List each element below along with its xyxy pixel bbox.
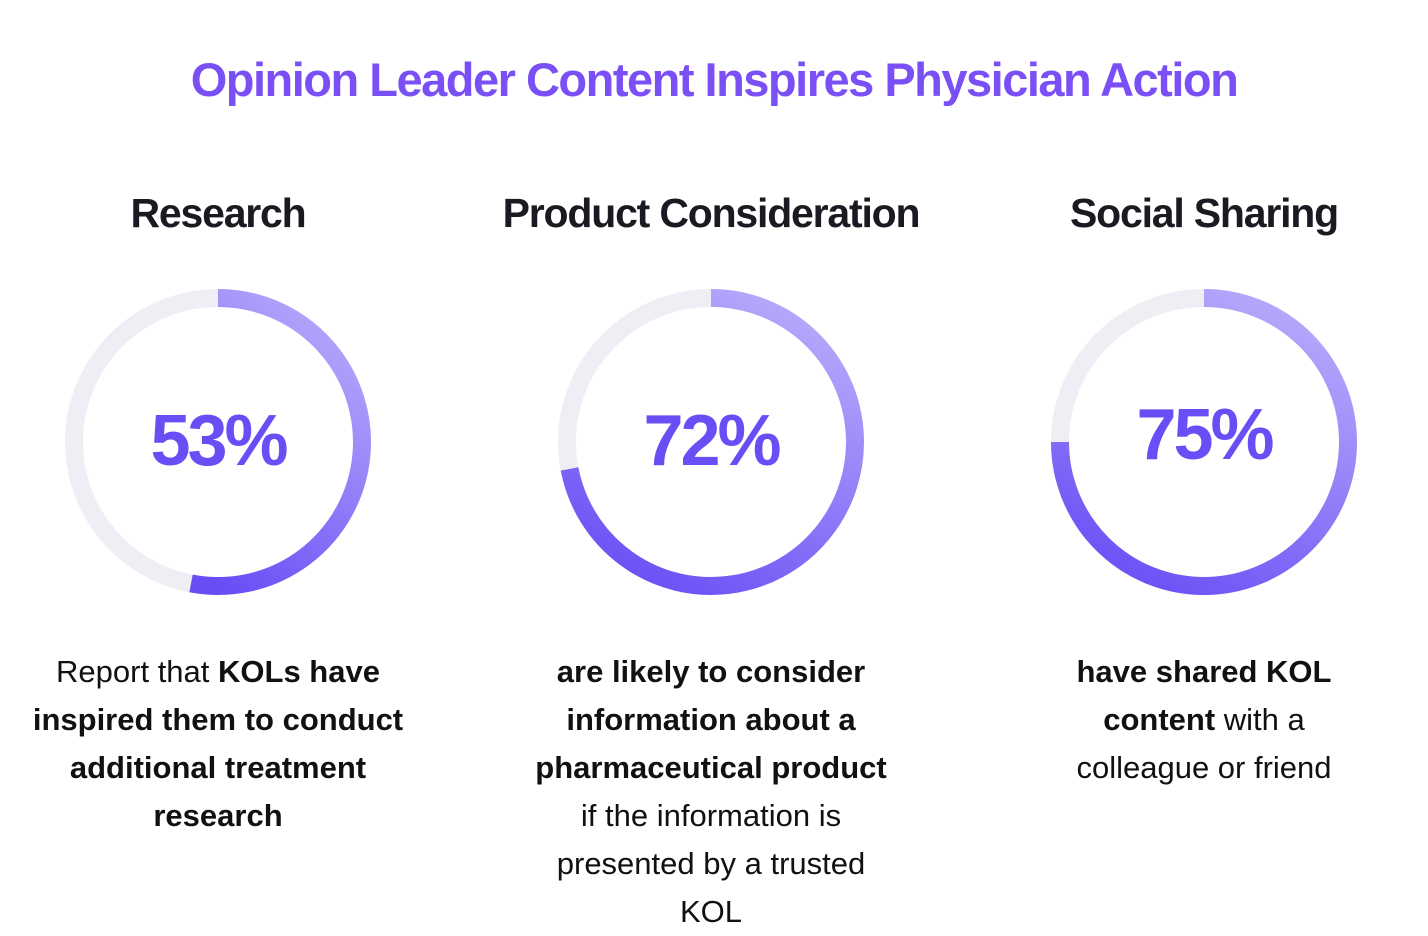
stat-description: are likely to consider information about… xyxy=(481,648,941,936)
desc-seg-bold: KOLs have inspired them to conduct addit… xyxy=(32,654,404,833)
stat-product-consideration: Product Consideration 72% are likely to … xyxy=(481,0,941,929)
desc-seg: with a colleague or friend xyxy=(1076,702,1332,785)
stat-heading: Product Consideration xyxy=(502,190,921,236)
desc-seg-bold: have shared KOL content xyxy=(1076,654,1332,737)
donut-arc xyxy=(560,289,864,595)
stat-description: Report that KOLs have inspired them to c… xyxy=(0,648,448,840)
stat-value: 72% xyxy=(643,401,781,481)
donut-arc xyxy=(189,289,371,595)
stat-value: 75% xyxy=(1136,395,1274,475)
desc-seg-bold: are likely to consider information about… xyxy=(535,654,887,785)
desc-seg: if the information is presented by a tru… xyxy=(556,798,866,929)
stat-research: Research 53% Report that KOLs have inspi… xyxy=(0,0,448,914)
page-title: Opinion Leader Content Inspires Physicia… xyxy=(190,53,1239,106)
stat-social-sharing: Social Sharing 75% have shared KOL conte… xyxy=(974,0,1428,914)
donut-chart xyxy=(65,289,371,595)
stat-description: have shared KOL content with a colleague… xyxy=(974,648,1428,792)
stat-heading: Research xyxy=(130,190,306,236)
stat-heading: Social Sharing xyxy=(1070,190,1339,236)
donut-arc xyxy=(1051,289,1357,595)
donut-chart xyxy=(558,289,864,595)
stat-value: 53% xyxy=(150,401,288,481)
donut-chart xyxy=(1051,289,1357,595)
desc-seg: Report that xyxy=(56,654,219,689)
